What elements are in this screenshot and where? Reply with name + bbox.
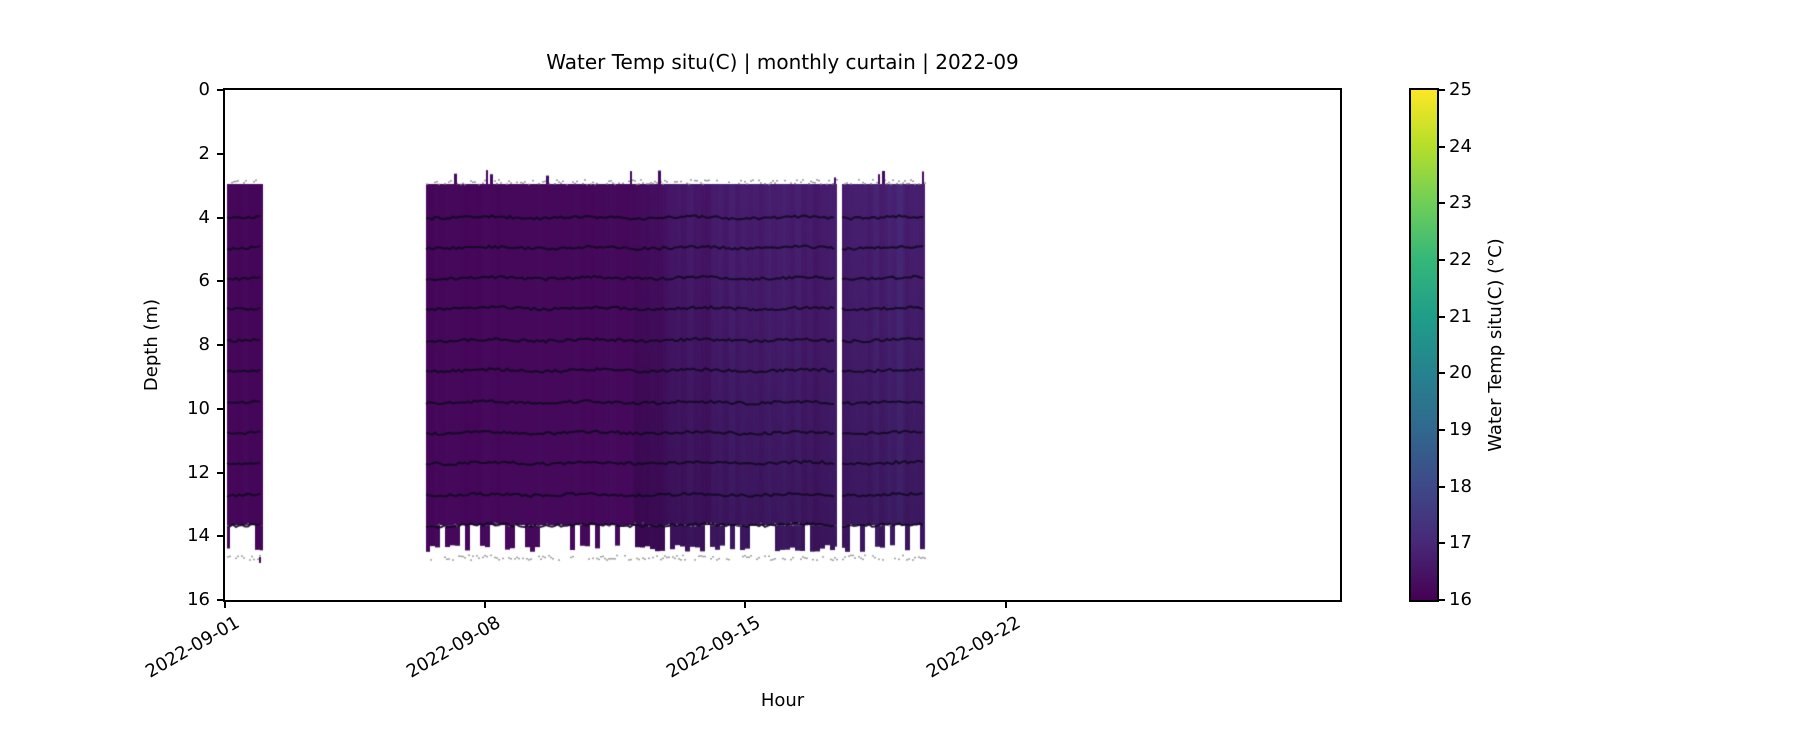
- y-tick-label: 12: [187, 461, 210, 483]
- y-tick-mark: [217, 471, 225, 474]
- x-tick-mark: [224, 600, 226, 608]
- curtain-heatmap: [225, 90, 1340, 600]
- colorbar-tick-mark: [1437, 542, 1445, 545]
- colorbar-tick-label: 18: [1449, 475, 1472, 497]
- colorbar-tick-label: 24: [1449, 135, 1472, 157]
- y-tick-label: 8: [198, 334, 210, 355]
- x-tick-mark: [1004, 600, 1007, 608]
- x-tick-label: 2022-09-08: [402, 612, 504, 683]
- colorbar-tick-mark: [1437, 372, 1445, 375]
- colorbar-tick-mark: [1437, 259, 1445, 261]
- x-tick-mark: [744, 600, 747, 608]
- x-tick-mark: [484, 600, 487, 608]
- y-tick-mark: [217, 152, 225, 155]
- colorbar-tick-label: 25: [1449, 79, 1472, 100]
- y-tick-label: 0: [198, 79, 210, 100]
- x-axis-label: Hour: [760, 690, 805, 711]
- colorbar-tick-label: 19: [1449, 419, 1472, 440]
- y-tick-mark: [217, 344, 225, 346]
- colorbar-tick-label: 21: [1449, 305, 1472, 327]
- y-tick-label: 10: [187, 397, 210, 419]
- y-tick-label: 16: [187, 589, 210, 610]
- y-tick-mark: [217, 407, 225, 410]
- y-tick-label: 6: [198, 270, 210, 292]
- colorbar-tick-mark: [1437, 202, 1445, 205]
- colorbar-tick-label: 23: [1449, 192, 1472, 214]
- y-tick-mark: [217, 599, 225, 601]
- colorbar-tick-mark: [1437, 315, 1445, 318]
- colorbar-tick-label: 22: [1449, 249, 1472, 270]
- y-tick-mark: [217, 535, 225, 538]
- x-tick-label: 2022-09-15: [662, 612, 764, 683]
- colorbar-tick-label: 20: [1449, 362, 1472, 384]
- y-tick-label: 14: [187, 525, 210, 547]
- y-tick-mark: [217, 89, 225, 91]
- y-tick-mark: [217, 280, 225, 283]
- colorbar: [1409, 88, 1439, 602]
- y-tick-label: 4: [198, 206, 210, 228]
- colorbar-tick-mark: [1437, 599, 1445, 601]
- y-tick-label: 2: [198, 142, 210, 164]
- colorbar-tick-mark: [1437, 89, 1445, 91]
- y-tick-mark: [217, 216, 225, 219]
- colorbar-tick-label: 16: [1449, 589, 1472, 610]
- colorbar-tick-mark: [1437, 429, 1445, 431]
- chart-title: Water Temp situ(C) | monthly curtain | 2…: [546, 50, 1019, 74]
- colorbar-tick-label: 17: [1449, 532, 1472, 554]
- colorbar-tick-mark: [1437, 485, 1445, 488]
- colorbar-tick-mark: [1437, 145, 1445, 148]
- x-tick-label: 2022-09-22: [922, 612, 1024, 683]
- plot-area: [223, 88, 1342, 602]
- x-tick-label: 2022-09-01: [142, 612, 244, 683]
